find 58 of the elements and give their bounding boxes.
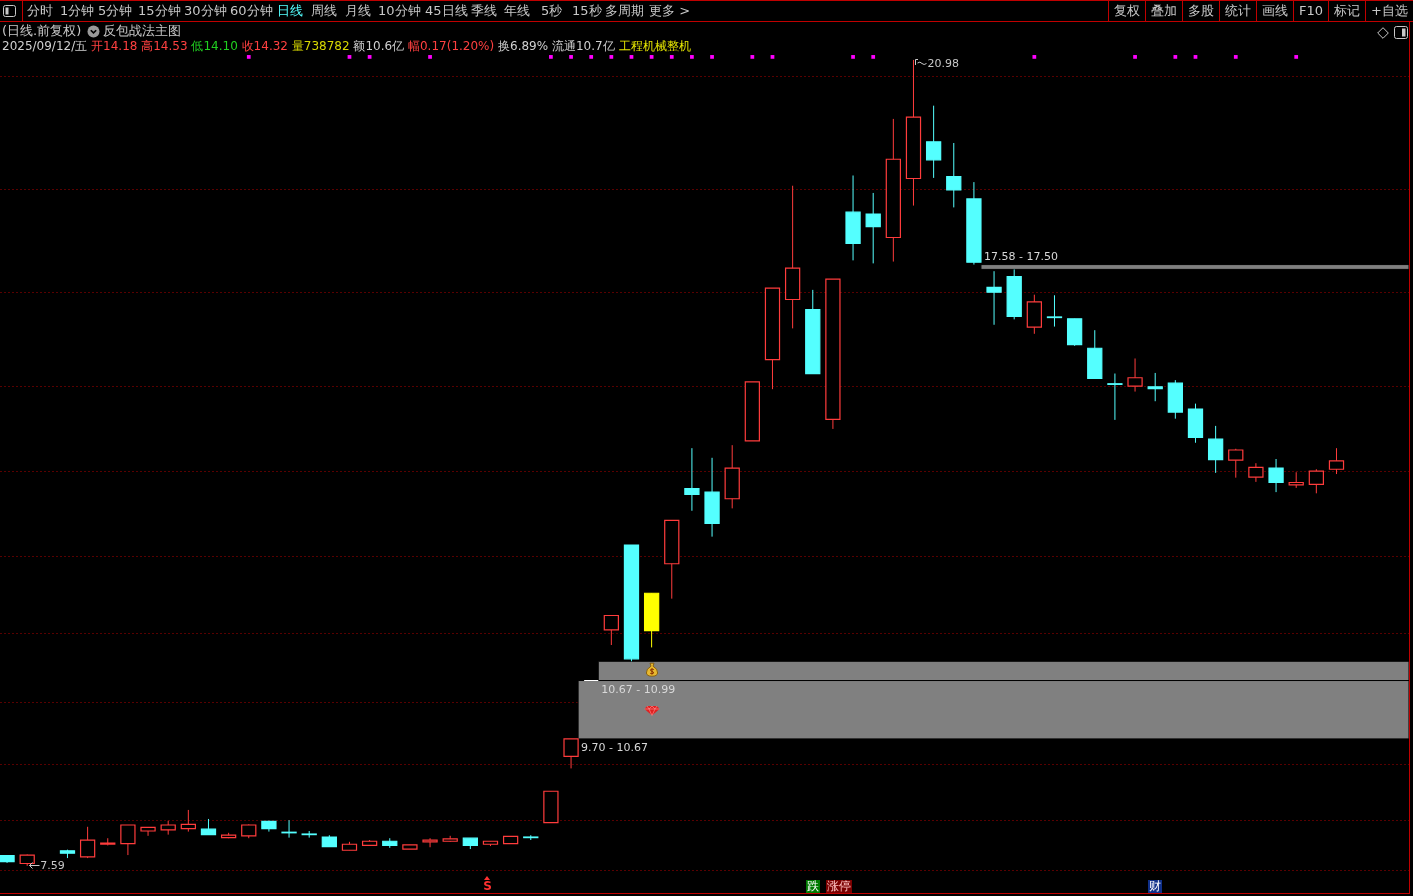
text: 1分钟 (60, 3, 95, 19)
text: 年线 (504, 3, 530, 19)
text: 多周期 (605, 3, 644, 19)
candlestick (1127, 357, 1143, 393)
text: 更多 > (649, 3, 691, 19)
candlestick (925, 105, 942, 179)
candlestick (986, 270, 1002, 326)
text: 多股 (1182, 1, 1220, 21)
candlestick (1147, 372, 1163, 402)
text: 叠加 (1145, 1, 1183, 21)
text: 季线 (471, 3, 497, 19)
candlestick (1308, 468, 1324, 494)
candlestick (79, 826, 96, 859)
candlestick (422, 837, 438, 848)
band-label: 17.58 - 17.50 (983, 249, 1058, 263)
text: 45日线 (425, 3, 468, 19)
candlestick (946, 142, 962, 208)
candlestick (1328, 447, 1345, 475)
text: 月线 (345, 3, 371, 19)
chart-title: (日线.前复权) (2, 23, 82, 39)
text: 日线 (277, 3, 303, 19)
band-label: 10.67 - 10.99 (601, 682, 676, 696)
annotation: 涨停 (825, 879, 852, 893)
candlestick (684, 447, 700, 512)
candlestick (1268, 458, 1284, 493)
text: 标记 (1328, 1, 1366, 21)
text: 15分钟 (138, 3, 181, 19)
candlestick (1228, 448, 1244, 479)
band-label: 9.70 - 10.67 (581, 740, 649, 754)
text: 2025/09/12/五 开14.18 高14.53 低14.10 收14.32 量738782 额10.6亿 幅0.17(1.20%) 换6.89% 流通10.7亿 工程机械整机 (2, 39, 691, 53)
candlestick (603, 614, 619, 646)
annotation: 反包战法主图 (103, 23, 182, 39)
text: 统计 (1219, 1, 1257, 21)
annotation: 财 (1148, 879, 1163, 893)
text: 画线 (1256, 1, 1294, 21)
candlestick (1107, 373, 1123, 421)
annotation: 20.98 (927, 56, 959, 70)
annotation: 跌 (805, 879, 820, 893)
text: 60分钟 (230, 3, 273, 19)
candlestick (1207, 425, 1224, 474)
text: F10 (1293, 1, 1329, 21)
candlestick (1046, 294, 1063, 328)
text: 复权 (1108, 1, 1146, 21)
annotation: S (482, 879, 493, 893)
text: 30分钟 (184, 3, 227, 19)
text: 分时 (27, 3, 53, 19)
candlestick (120, 824, 136, 856)
candlestick (140, 826, 156, 837)
annotation: 7.59 (40, 858, 65, 872)
text: 周线 (311, 3, 337, 19)
text: 5秒 (541, 3, 563, 19)
candlestick (1248, 462, 1264, 483)
text: 5分钟 (98, 3, 133, 19)
text: +自选 (1365, 1, 1413, 21)
candlestick (180, 809, 196, 833)
text: 15秒 (572, 3, 602, 19)
candlestick (865, 192, 881, 264)
text: 10分钟 (378, 3, 421, 19)
